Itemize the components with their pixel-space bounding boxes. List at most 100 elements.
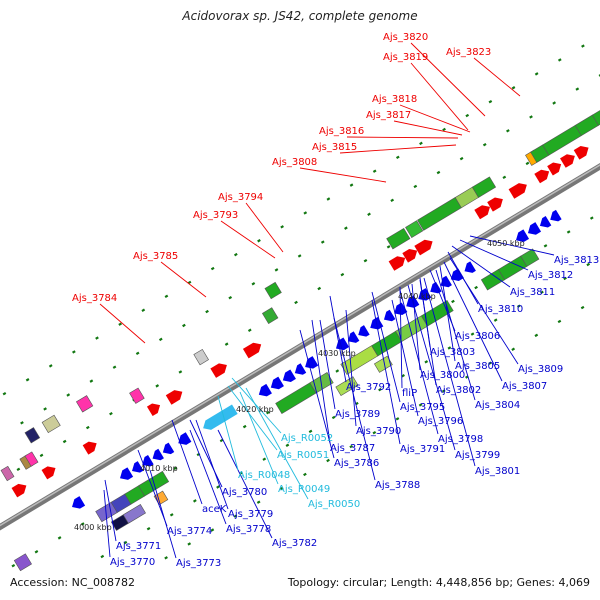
forward-cds-arrow (11, 483, 27, 498)
callout-line (189, 419, 223, 488)
callout-line (231, 377, 282, 434)
accession-text: Accession: NC_008782 (10, 576, 136, 589)
reverse-cds-arrow (527, 222, 542, 235)
cog-category-box (0, 465, 15, 482)
callout-line (227, 385, 278, 451)
callout-line (339, 144, 457, 154)
reverse-cds-arrow (119, 467, 134, 480)
forward-cds-arrow (508, 183, 527, 199)
ruler-dot (580, 305, 585, 310)
callout-line (104, 479, 117, 542)
callout-line (410, 42, 486, 117)
gene-label: Ajs_3813 (554, 255, 599, 266)
ruler-dot (135, 351, 140, 356)
gene-label: Ajs_3796 (418, 416, 463, 427)
gene-label: Ajs_3773 (176, 558, 221, 569)
ruler-dot (482, 143, 487, 147)
ruler-dot (210, 528, 215, 532)
cog-category-box (13, 553, 32, 572)
gene-label: Ajs_3810 (478, 304, 523, 315)
ruler-dot (442, 127, 446, 132)
ruler-dot (182, 323, 186, 328)
callout-line (371, 299, 401, 445)
callout-line (171, 419, 203, 505)
gene-label: Ajs_3802 (436, 385, 481, 396)
callout-line (423, 277, 476, 467)
ruler-dot (447, 346, 452, 350)
callout-line (371, 291, 401, 403)
ruler-dot (395, 155, 400, 160)
forward-cds-arrow (146, 403, 161, 417)
callout-line (245, 202, 284, 253)
ruler-dot (48, 364, 53, 368)
ruler-dot (575, 87, 580, 91)
ruler-dot (436, 170, 441, 175)
ruler-dot (34, 550, 39, 554)
gene-label: Ajs_R0050 (308, 499, 360, 510)
cog-category-box (264, 281, 282, 300)
gene-label: Ajs_3815 (312, 142, 357, 153)
callout-line (311, 319, 331, 444)
reverse-cds-arrow (515, 229, 530, 242)
ruler-dot (72, 350, 76, 354)
reverse-cds-arrow (258, 383, 272, 397)
callout-line (411, 283, 421, 371)
ruler-dot (566, 230, 571, 234)
ruler-dot (320, 240, 325, 244)
gene-label: Ajs_3818 (372, 94, 417, 105)
ruler-dot (386, 245, 391, 249)
gene-label: Ajs_3808 (272, 157, 317, 168)
ruler-dot (363, 258, 368, 263)
forward-cds-arrow (210, 363, 227, 378)
callout-line (399, 289, 439, 435)
ruler-dot (279, 486, 284, 491)
ruler-dot (16, 467, 21, 472)
ruler-dot (424, 360, 429, 364)
ruler-dot (20, 421, 24, 425)
cog-category-box (520, 248, 540, 267)
ruler-dot (529, 115, 533, 119)
ruler-dot (552, 101, 557, 105)
callout-line (299, 329, 335, 459)
ruler-dot (470, 332, 475, 336)
reverse-cds-arrow (305, 356, 319, 369)
ruler-dot (155, 384, 160, 388)
cog-category-box (405, 220, 424, 239)
ruler-dot (340, 272, 345, 277)
reverse-cds-arrow (550, 209, 562, 222)
reverse-cds-arrow (347, 331, 360, 343)
ruler-dot (89, 379, 94, 383)
reverse-cds-arrow (539, 216, 552, 228)
ruler-dot (57, 536, 62, 540)
forward-cds-arrow (474, 205, 491, 220)
ruler-dot (178, 370, 183, 374)
forward-cds-arrow (388, 256, 406, 271)
callout-line (451, 245, 511, 288)
ruler-dot (112, 365, 117, 369)
ruler-dot (118, 322, 122, 326)
ruler-dot (317, 286, 322, 291)
callout-line (435, 269, 476, 401)
cog-category-box (471, 176, 497, 198)
gene-label: Ajs_3778 (226, 524, 271, 535)
gene-label: Ajs_3774 (167, 526, 212, 537)
ruler-dot (390, 198, 395, 203)
kbp-tick-label: 4010 kbp (140, 464, 178, 473)
callout-line (410, 62, 469, 131)
callout-line (345, 309, 357, 427)
ruler-dot (335, 369, 340, 373)
gene-label: Ajs_R0051 (277, 450, 329, 461)
backbone-highlight (0, 164, 600, 527)
ruler-dot (297, 254, 302, 258)
callout-line (217, 429, 273, 539)
kbp-tick-label: 4040 kbp (398, 292, 436, 301)
gene-label: Ajs_3804 (475, 400, 520, 411)
cog-category-box (371, 330, 403, 357)
ruler-dot (308, 429, 313, 434)
rna-feature (203, 404, 238, 430)
ruler-dot (563, 276, 567, 281)
kbp-tick-label: 4030 kbp (318, 349, 356, 358)
callout-lines (99, 42, 555, 559)
callout-line (399, 286, 403, 389)
ruler-dot (413, 184, 418, 189)
